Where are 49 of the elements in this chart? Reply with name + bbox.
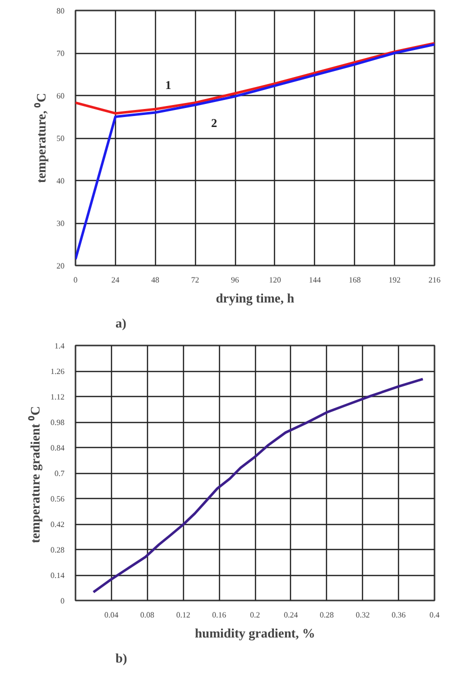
x-tick-label: 72 [191, 276, 200, 284]
y-tick-label: 1.12 [50, 392, 64, 402]
y-tick-label: 0.56 [50, 494, 64, 504]
series-label: 1 [165, 78, 172, 92]
text: a) [116, 316, 126, 330]
x-tick-label: 0.12 [176, 610, 190, 620]
y-tick-label: 60 [56, 92, 64, 100]
x-tick-label: 216 [428, 276, 440, 284]
y-axis-title: temperature, ⁰C [34, 93, 48, 183]
y-tick-label: 80 [56, 6, 64, 16]
x-tick-label: 144 [308, 276, 321, 284]
x-tick-label: 192 [388, 276, 401, 284]
x-tick-label: 120 [268, 276, 281, 284]
x-tick-label: 24 [111, 276, 120, 284]
x-tick-label: 0.16 [212, 610, 226, 620]
y-axis-title: temperature gradient ⁰C [28, 406, 42, 544]
y-tick-label: 1.4 [54, 342, 64, 350]
line-series [76, 42, 434, 115]
y-tick-label: 70 [56, 49, 64, 58]
line-series [76, 43, 434, 260]
x-tick-label: 96 [231, 276, 240, 284]
line-series [92, 378, 424, 594]
x-tick-label: 0.36 [392, 610, 406, 620]
x-tick-label: 0.2 [250, 610, 260, 620]
x-tick-label: 0.04 [104, 610, 118, 620]
y-tick-label: 0 [60, 596, 64, 606]
y-tick-label: 1.26 [50, 367, 64, 376]
series-label: 2 [211, 116, 218, 130]
y-tick-label: 0.84 [50, 444, 64, 452]
y-tick-label: 0.28 [50, 546, 64, 554]
x-tick-label: 0 [74, 276, 78, 284]
y-tick-label: 0.14 [50, 571, 64, 580]
x-tick-label: 0.24 [284, 610, 298, 620]
x-axis-title: humidity gradient, % [194, 626, 316, 640]
y-tick-label: 20 [56, 262, 64, 270]
y-tick-label: 40 [56, 176, 64, 186]
y-tick-label: 0.7 [54, 469, 64, 478]
y-tick-label: 50 [56, 134, 64, 143]
y-tick-label: 30 [56, 219, 64, 228]
y-tick-label: 0.98 [50, 418, 64, 427]
x-tick-label: 0.32 [356, 610, 370, 620]
x-tick-label: 0.4 [430, 610, 440, 620]
y-tick-label: 0.42 [50, 520, 64, 529]
x-tick-label: 168 [348, 276, 361, 284]
text: b) [116, 650, 128, 666]
x-tick-label: 0.28 [320, 610, 334, 620]
x-axis-title: drying time, h [216, 290, 295, 306]
x-tick-label: 48 [151, 276, 160, 284]
x-tick-label: 0.08 [140, 610, 154, 620]
